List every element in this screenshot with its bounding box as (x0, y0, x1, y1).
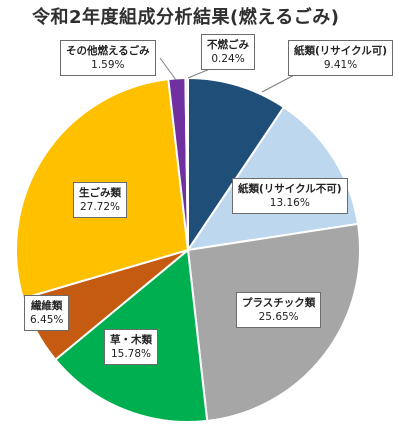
slice-label-food-waste: 生ごみ類 27.72% (73, 182, 127, 218)
pie-slice-paper-recyclable (187, 76, 286, 254)
leader-line-other-burnable (159, 57, 177, 81)
slice-label-textiles: 繊維類 6.45% (24, 295, 70, 331)
slice-label-grass-wood: 草・木類 15.78% (104, 329, 158, 365)
chart-title: 令和2年度組成分析結果(燃えるごみ) (32, 7, 340, 28)
slice-label-paper-recyclable: 紙類(リサイクル可) 9.41% (288, 40, 394, 76)
slice-label-other-burnable: その他燃えるごみ 1.59% (60, 40, 156, 76)
slice-label-nonburnable: 不燃ごみ 0.24% (201, 34, 255, 70)
slice-label-paper-nonrecyclable: 紙類(リサイクル不可) 13.16% (232, 178, 348, 214)
pie-slice-nonburnable (184, 76, 189, 251)
slice-label-plastics: プラスチック類 25.65% (236, 292, 322, 328)
